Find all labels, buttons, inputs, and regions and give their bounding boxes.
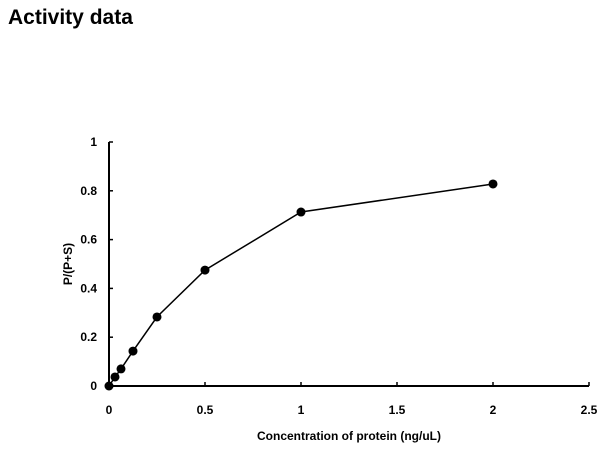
y-tick-label: 0.8 [80, 184, 97, 198]
x-tick-label: 2 [490, 403, 497, 417]
y-tick-label: 0 [90, 379, 97, 393]
ticks: 0 0.2 0.4 0.6 0.8 1 0 0.5 1 1.5 2 2.5 [80, 135, 597, 417]
data-point [116, 364, 126, 374]
y-tick-label: 0.2 [80, 330, 97, 344]
data-point [488, 179, 498, 189]
x-tick-label: 0.5 [197, 403, 214, 417]
x-tick-label: 1.5 [389, 403, 406, 417]
series-layer [104, 179, 498, 391]
data-point [200, 265, 210, 275]
y-tick-label: 0.4 [80, 281, 97, 295]
x-tick-label: 0 [106, 403, 113, 417]
axes [108, 142, 589, 387]
y-axis-label: P/(P+S) [61, 243, 75, 285]
data-point [296, 207, 306, 217]
page-title: Activity data [8, 6, 133, 29]
data-point [152, 312, 162, 322]
x-axis-label: Concentration of protein (ng/uL) [257, 429, 441, 443]
data-point [104, 381, 114, 391]
y-tick-label: 1 [90, 135, 97, 149]
data-point [110, 372, 120, 382]
x-tick-label: 1 [298, 403, 305, 417]
x-tick-label: 2.5 [581, 403, 598, 417]
data-point [128, 346, 138, 356]
y-tick-label: 0.6 [80, 233, 97, 247]
